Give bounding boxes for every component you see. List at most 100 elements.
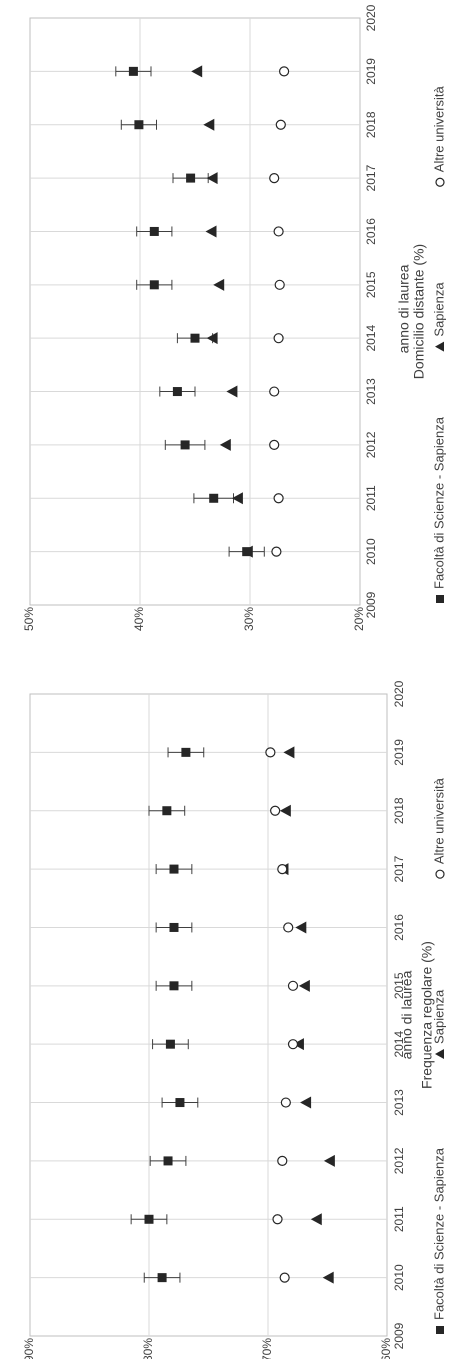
legend-circle-icon: [435, 869, 445, 879]
legend-square-icon: [436, 1326, 444, 1334]
point-square: [134, 120, 144, 130]
point-square: [209, 493, 219, 503]
year-tick-label: 2019: [392, 739, 406, 766]
legend-label: Altre università: [431, 85, 446, 172]
point-triangle: [279, 804, 291, 817]
value-tick-label: 30%: [242, 607, 256, 631]
value-axis-title: Frequenza regolare (%): [419, 941, 435, 1089]
year-tick-label: 2009: [392, 1322, 406, 1349]
legend-label: Facoltà di Scienze - Sapienza: [431, 1147, 446, 1320]
value-tick-label: 60%: [379, 1338, 393, 1359]
point-circle: [287, 980, 299, 991]
point-triangle: [295, 921, 307, 934]
point-square: [144, 1214, 154, 1224]
point-triangle: [300, 1096, 312, 1109]
point-circle: [280, 1097, 291, 1108]
point-circle: [273, 333, 284, 344]
point-triangle: [226, 385, 238, 398]
point-circle: [270, 805, 281, 816]
value-tick-label: 70%: [260, 1338, 274, 1359]
year-tick-label: 2016: [364, 218, 378, 245]
point-square: [186, 173, 196, 183]
legend-label: Sapienza: [431, 989, 446, 1044]
point-circle: [279, 66, 290, 77]
charts-group: 60% 70% 80% 90% 2009 2010 2011 2012 2013 2014 2015…: [22, 4, 446, 1359]
value-tick-label: 20%: [352, 607, 366, 631]
point-circle: [271, 546, 282, 557]
legend-triangle-icon: [435, 341, 444, 352]
point-triangle: [191, 65, 203, 78]
legend-label: Facoltà di Scienze - Sapienza: [431, 416, 446, 589]
point-triangle: [203, 118, 215, 131]
point-square: [172, 387, 182, 397]
point-circle: [279, 1272, 290, 1283]
point-square: [169, 922, 179, 932]
point-triangle: [219, 438, 231, 451]
value-tick-label: 90%: [22, 1338, 36, 1359]
point-square: [190, 333, 200, 343]
year-tick-label: 2015: [364, 271, 378, 298]
point-square: [128, 66, 138, 76]
series-circle: [269, 66, 290, 557]
point-circle: [269, 172, 280, 184]
point-square: [169, 864, 179, 874]
year-tick-label: 2010: [364, 538, 378, 565]
point-square: [163, 1156, 173, 1166]
year-tick-label: 2011: [392, 1206, 406, 1232]
point-circle: [272, 1214, 283, 1225]
point-circle: [265, 747, 276, 758]
value-tick-label: 80%: [141, 1338, 155, 1359]
year-tick-label: 2012: [392, 1147, 406, 1174]
plot-area: [29, 17, 361, 606]
year-tick-label: 2015: [392, 972, 406, 999]
point-triangle: [241, 545, 253, 558]
series-square: [130, 747, 205, 1283]
point-triangle: [292, 1038, 304, 1051]
legend-label: Sapienza: [431, 282, 446, 337]
point-triangle: [205, 225, 217, 238]
legend: Facoltà di Scienze - Sapienza Sapienza Alt…: [431, 85, 446, 603]
legend: Facoltà di Scienze - Sapienza Sapienza Alt…: [431, 777, 446, 1334]
value-tick-label: 50%: [22, 607, 36, 631]
chart-1: 60% 70% 80% 90% 2009 2010 2011 2012 2013 2014 2015…: [22, 680, 446, 1359]
year-tick-label: 2011: [364, 485, 378, 511]
point-triangle: [322, 1271, 334, 1284]
legend-circle-icon: [435, 177, 445, 187]
year-tick-label: 2014: [364, 325, 378, 352]
year-tick-label: 2018: [364, 111, 378, 138]
legend-label: Altre università: [431, 777, 446, 864]
year-tick-label: 2017: [392, 855, 406, 882]
legend-triangle-icon: [435, 1048, 444, 1059]
point-square: [162, 806, 172, 816]
point-square: [157, 1273, 167, 1283]
year-tick-label: 2013: [392, 1089, 406, 1116]
point-circle: [277, 1155, 288, 1167]
point-circle: [269, 439, 280, 451]
point-square: [165, 1039, 175, 1049]
point-circle: [277, 863, 288, 875]
year-tick-label: 2012: [364, 431, 378, 458]
point-circle: [274, 279, 285, 290]
point-square: [175, 1098, 185, 1108]
series-triangle: [277, 746, 335, 1284]
point-triangle: [283, 746, 295, 759]
point-square: [149, 280, 159, 290]
point-triangle: [323, 1154, 335, 1167]
year-tick-label: 2020: [364, 4, 378, 31]
point-triangle: [213, 278, 225, 291]
value-tick-label: 40%: [132, 607, 146, 631]
point-triangle: [310, 1213, 322, 1226]
year-axis-title: anno di laurea: [396, 264, 412, 353]
point-square: [180, 440, 190, 450]
point-triangle: [206, 332, 218, 345]
year-tick-label: 2016: [392, 914, 406, 941]
point-triangle: [206, 172, 218, 185]
year-axis-title: anno di laurea: [399, 970, 415, 1059]
series-triangle: [191, 65, 253, 558]
point-triangle: [231, 492, 243, 505]
year-tick-label: 2019: [364, 58, 378, 85]
point-square: [149, 226, 159, 236]
year-tick-label: 2017: [364, 164, 378, 191]
value-axis-title: Domicilio distante (%): [411, 244, 427, 379]
